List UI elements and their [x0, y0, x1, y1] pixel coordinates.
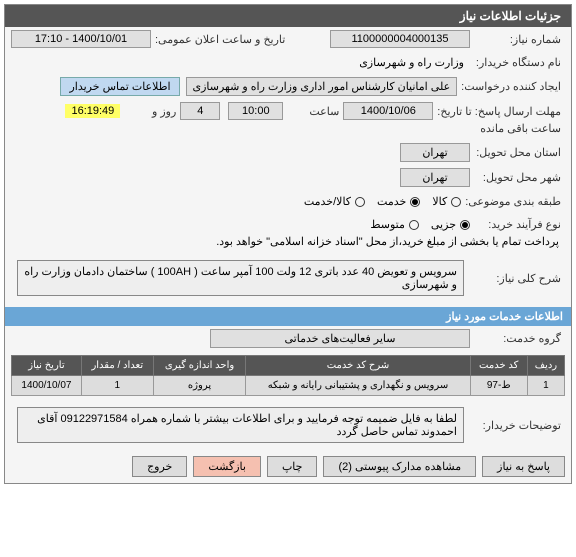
button-row: پاسخ به نیاز مشاهده مدارک پیوستی (2) چاپ…: [5, 450, 571, 483]
th-row: ردیف: [527, 356, 564, 376]
time-label: ساعت: [283, 103, 343, 120]
deadline-date: 1400/10/06: [343, 102, 433, 120]
need-number-value: 1100000004000135: [330, 30, 470, 48]
table-row: 1 ط-97 سرویس و نگهداری و پشتیبانی رایانه…: [12, 376, 565, 396]
th-desc: شرح کد خدمت: [246, 356, 470, 376]
days-left: 4: [180, 102, 220, 120]
td-date: 1400/10/07: [12, 376, 82, 396]
contact-info-badge[interactable]: اطلاعات تماس خریدار: [60, 77, 179, 96]
td-qty: 1: [81, 376, 153, 396]
radio-icon: [355, 197, 365, 207]
attachments-button[interactable]: مشاهده مدارک پیوستی (2): [323, 456, 476, 477]
print-button[interactable]: چاپ: [267, 456, 318, 477]
details-panel: جزئیات اطلاعات نیاز شماره نیاز: 11000000…: [4, 4, 572, 484]
service-group-label: گروه خدمت:: [470, 330, 565, 347]
td-unit: پروژه: [153, 376, 246, 396]
deliv-prov-value: تهران: [400, 143, 470, 162]
main-desc-label: شرح کلی نیاز:: [470, 270, 565, 287]
row-buyer-notes: توضیحات خریدار: لطفا به فایل ضمیمه توجه …: [5, 400, 571, 450]
buyer-org-label: نام دستگاه خریدار:: [470, 54, 565, 71]
deliv-city-label: شهر محل تحویل:: [470, 169, 565, 186]
day-label: روز و: [120, 103, 180, 120]
remaining-time: 16:19:49: [65, 104, 120, 118]
opt-small[interactable]: جزیی: [431, 218, 470, 231]
opt-goods-service[interactable]: کالا/خدمت: [304, 195, 365, 208]
creator-label: ایجاد کننده درخواست:: [457, 78, 565, 95]
row-deliv-city: شهر محل تحویل: تهران: [5, 165, 571, 190]
th-unit: واحد اندازه گیری: [153, 356, 246, 376]
row-need-number: شماره نیاز: 1100000004000135 تاریخ و ساع…: [5, 27, 571, 51]
back-button[interactable]: بازگشت: [193, 456, 261, 477]
proc-note: پرداخت تمام یا بخشی از مبلغ خرید،از محل …: [210, 233, 565, 250]
deadline-time: 10:00: [228, 102, 283, 120]
row-deadline: مهلت ارسال پاسخ: تا تاریخ: 1400/10/06 سا…: [5, 99, 571, 140]
td-row: 1: [527, 376, 564, 396]
services-table: ردیف کد خدمت شرح کد خدمت واحد اندازه گیر…: [11, 355, 565, 396]
row-main-desc: شرح کلی نیاز: سرویس و تعویض 40 عدد باتری…: [5, 253, 571, 303]
announce-date-label: تاریخ و ساعت اعلان عمومی:: [151, 31, 289, 48]
opt-service-label: خدمت: [377, 195, 406, 208]
opt-small-label: جزیی: [431, 218, 456, 231]
radio-icon: [460, 220, 470, 230]
need-number-label: شماره نیاز:: [470, 31, 565, 48]
td-code: ط-97: [470, 376, 527, 396]
opt-goods-label: کالا: [432, 195, 447, 208]
proc-type-label: نوع فرآیند خرید:: [470, 216, 565, 233]
opt-service[interactable]: خدمت: [377, 195, 420, 208]
exit-button[interactable]: خروج: [132, 456, 187, 477]
th-date: تاریخ نیاز: [12, 356, 82, 376]
announce-date-value: 1400/10/01 - 17:10: [11, 30, 151, 48]
row-deliv-prov: استان محل تحویل: تهران: [5, 140, 571, 165]
subject-type-label: طبقه بندی موضوعی:: [461, 193, 565, 210]
deadline-label: مهلت ارسال پاسخ: تا تاریخ:: [433, 103, 565, 120]
service-group-value: سایر فعالیت‌های خدماتی: [210, 329, 470, 348]
opt-goods[interactable]: کالا: [432, 195, 461, 208]
row-buyer-org: نام دستگاه خریدار: وزارت راه و شهرسازی: [5, 51, 571, 74]
radio-icon: [451, 197, 461, 207]
deliv-city-value: تهران: [400, 168, 470, 187]
opt-medium[interactable]: متوسط: [370, 218, 419, 231]
opt-medium-label: متوسط: [370, 218, 405, 231]
creator-value: علی امانیان کارشناس امور اداری وزارت راه…: [186, 77, 458, 96]
radio-icon: [410, 197, 420, 207]
td-desc: سرویس و نگهداری و پشتیبانی رایانه و شبکه: [246, 376, 470, 396]
services-section-title: اطلاعات خدمات مورد نیاز: [5, 307, 571, 326]
th-code: کد خدمت: [470, 356, 527, 376]
row-subject-type: طبقه بندی موضوعی: کالا خدمت کالا/خدمت: [5, 190, 571, 213]
remain-label: ساعت باقی مانده: [470, 120, 565, 137]
respond-button[interactable]: پاسخ به نیاز: [482, 456, 565, 477]
row-service-group: گروه خدمت: سایر فعالیت‌های خدماتی: [5, 326, 571, 351]
row-creator: ایجاد کننده درخواست: علی امانیان کارشناس…: [5, 74, 571, 99]
buyer-notes-value: لطفا به فایل ضمیمه توجه فرمایید و برای ا…: [17, 407, 464, 443]
table-header-row: ردیف کد خدمت شرح کد خدمت واحد اندازه گیر…: [12, 356, 565, 376]
radio-icon: [409, 220, 419, 230]
buyer-notes-label: توضیحات خریدار:: [470, 417, 565, 434]
opt-goods-service-label: کالا/خدمت: [304, 195, 351, 208]
main-desc-value: سرویس و تعویض 40 عدد باتری 12 ولت 100 آم…: [17, 260, 464, 296]
th-qty: تعداد / مقدار: [81, 356, 153, 376]
panel-title: جزئیات اطلاعات نیاز: [5, 5, 571, 27]
row-proc-type: نوع فرآیند خرید: جزیی متوسط پرداخت تمام …: [5, 213, 571, 253]
deliv-prov-label: استان محل تحویل:: [470, 144, 565, 161]
buyer-org-value: وزارت راه و شهرسازی: [353, 54, 470, 71]
